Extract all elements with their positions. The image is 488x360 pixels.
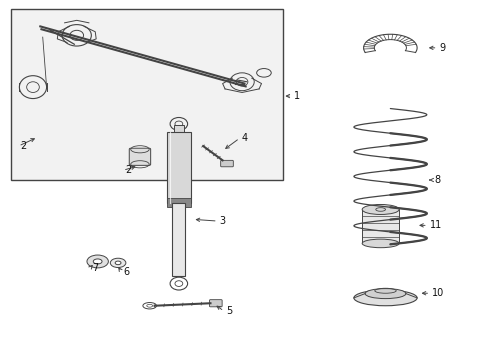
- Text: 9: 9: [439, 43, 445, 53]
- FancyBboxPatch shape: [11, 9, 283, 180]
- Text: 2: 2: [124, 165, 131, 175]
- Text: 1: 1: [293, 91, 300, 101]
- Bar: [167, 132, 190, 203]
- Text: 3: 3: [219, 216, 225, 226]
- Ellipse shape: [362, 239, 398, 248]
- Ellipse shape: [353, 290, 416, 306]
- Text: 2: 2: [20, 141, 26, 151]
- Text: 10: 10: [431, 288, 444, 298]
- Bar: [167, 198, 190, 207]
- Text: 6: 6: [123, 267, 129, 277]
- Ellipse shape: [93, 259, 102, 264]
- Text: 8: 8: [434, 175, 440, 185]
- Ellipse shape: [365, 289, 405, 298]
- Ellipse shape: [115, 261, 121, 265]
- Bar: [172, 203, 185, 276]
- FancyBboxPatch shape: [220, 160, 233, 167]
- Ellipse shape: [87, 255, 108, 268]
- Text: 4: 4: [241, 133, 247, 143]
- FancyBboxPatch shape: [209, 300, 222, 307]
- Bar: [362, 210, 398, 243]
- Ellipse shape: [110, 258, 125, 267]
- Ellipse shape: [362, 204, 398, 215]
- FancyBboxPatch shape: [129, 148, 150, 165]
- Bar: [174, 125, 183, 132]
- Text: 5: 5: [225, 306, 232, 316]
- Text: 11: 11: [429, 220, 441, 230]
- Text: 7: 7: [92, 263, 98, 273]
